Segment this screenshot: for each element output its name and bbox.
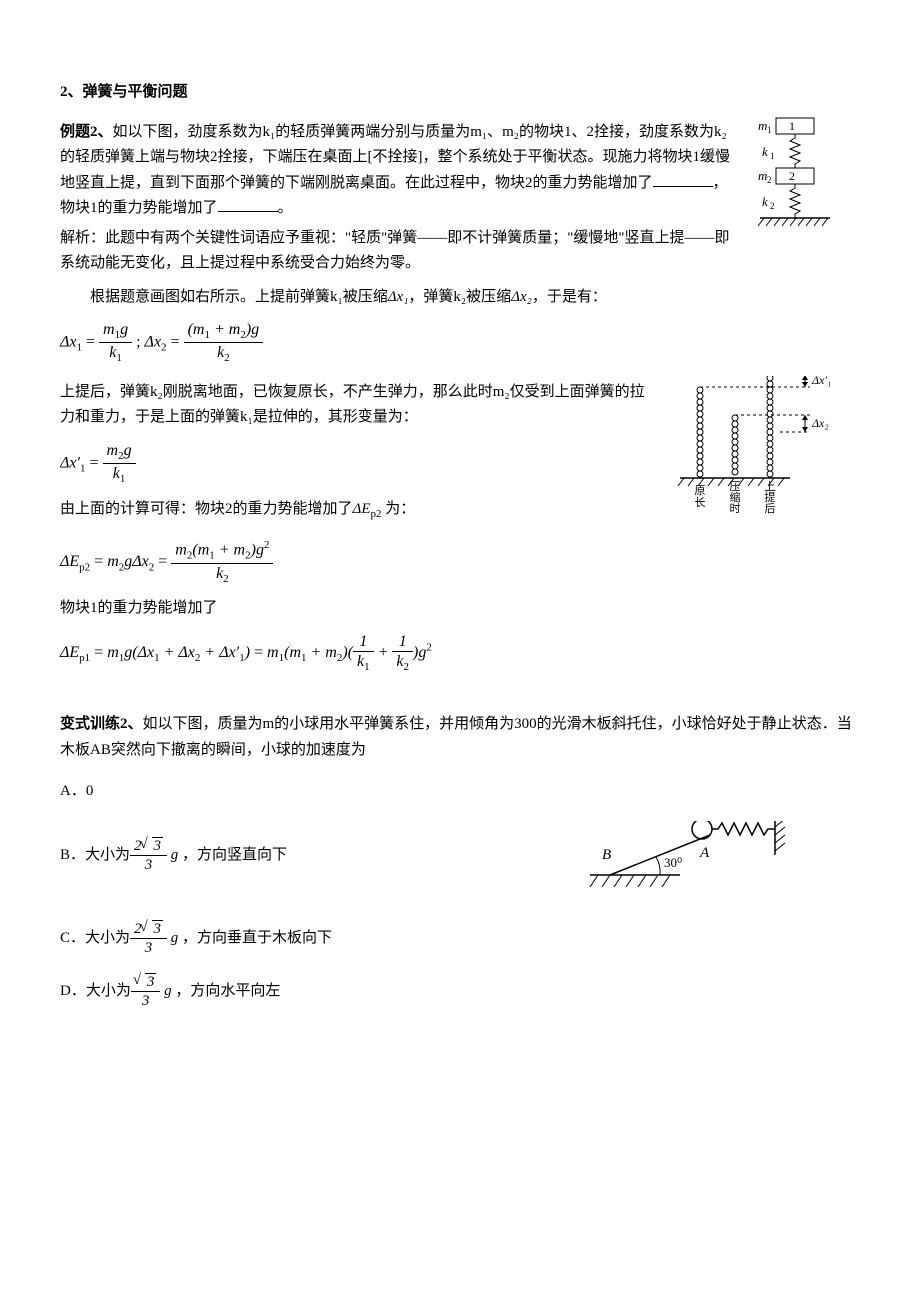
fig3-angle-label: 30⁰ [664, 855, 682, 870]
option-d: D．大小为33 g ，方向水平向左 [60, 973, 860, 1010]
analysis-1-text: 此题中有两个关键性词语应予重视："轻质"弹簧——即不计弹簧质量；"缓慢地"竖直上… [60, 230, 730, 272]
analysis-2-suffix: ，于是有： [532, 289, 607, 305]
analysis-2-dx1: Δx₁ [388, 289, 409, 305]
option-b-suffix: ，方向竖直向下 [178, 847, 287, 863]
example2-intro: 例题2、如以下图，劲度系数为k₁的轻质弹簧两端分别与质量为m₁、m₂的物块1、2… [60, 120, 860, 222]
formula-1: Δx1 = m1gk1 ; Δx2 = (m1 + m2)gk2 [60, 320, 860, 366]
option-c-den: 3 [130, 939, 167, 957]
analysis-2: 根据题意画图如右所示。上提前弹簧k₁被压缩Δx₁，弹簧k₂被压缩Δx₂，于是有： [60, 285, 860, 311]
analysis-2-mid: ，弹簧k₂被压缩 [408, 289, 511, 305]
option-a: A．0 [60, 779, 860, 805]
example2-intro-text: 如以下图，劲度系数为k₁的轻质弹簧两端分别与质量为m₁、m₂的物块1、2拴接，劲… [60, 124, 730, 191]
fig2-label-left-1: 原 [695, 485, 706, 497]
fig3-ball [692, 821, 712, 839]
example2-label: 例题2、 [60, 124, 113, 140]
option-c-suffix: ，方向垂直于木板向下 [178, 930, 332, 946]
option-d-suffix: ，方向水平向左 [172, 983, 281, 999]
fig3-a-label: A [699, 845, 710, 861]
option-b-prefix: B．大小为 [60, 847, 130, 863]
fig3-ground-hatch [590, 875, 670, 887]
blank-1 [653, 171, 713, 187]
analysis-label: 解析： [60, 230, 105, 246]
option-b-den: 3 [130, 856, 167, 874]
body-2-var: ΔEp2 [353, 501, 382, 517]
body-1-block: Δx′₁ Δx₂ 原 长 压 缩 时 上 提 后 [60, 376, 860, 530]
option-d-prefix: D．大小为 [60, 983, 131, 999]
analysis-2-dx2: Δx₂ [511, 289, 532, 305]
body-1: 上提后，弹簧k₂刚脱离地面，已恢复原长，不产生弹力，那么此时m₂仅受到上面弹簧的… [60, 380, 860, 431]
variant2-body: 如以下图，质量为m的小球用水平弹簧系住，并用倾角为300的光滑木板斜托住，小球恰… [60, 716, 852, 758]
fig3-b-label: B [602, 847, 611, 863]
body-2-prefix: 由上面的计算可得：物块2的重力势能增加了 [60, 501, 353, 517]
body-3: 物块1的重力势能增加了 [60, 596, 860, 622]
example2-block: m 1 1 k 1 m 2 2 k 2 [60, 116, 860, 281]
option-c-prefix: C．大小为 [60, 930, 130, 946]
formula-3: ΔEp2 = m2gΔx2 = m2(m1 + m2)g2k2 [60, 539, 860, 586]
analysis-2-prefix: 根据题意画图如右所示。上提前弹簧k₁被压缩 [90, 289, 388, 305]
section-title: 2、弹簧与平衡问题 [60, 80, 860, 106]
option-c: C．大小为233 g ，方向垂直于木板向下 [60, 920, 860, 957]
body-2-suffix: 为： [385, 501, 415, 517]
example2-after2: 。 [278, 200, 293, 216]
variant2-text: 变式训练2、如以下图，质量为m的小球用水平弹簧系住，并用倾角为300的光滑木板斜… [60, 712, 860, 763]
figure-3: 30⁰ B A [580, 821, 800, 905]
fig3-angle-arc [656, 857, 660, 875]
formula-4: ΔEp1 = m1g(Δx1 + Δx2 + Δx′1) = m1(m1 + m… [60, 632, 860, 675]
options-block: A．0 30⁰ [60, 779, 860, 1010]
option-d-den: 3 [131, 992, 161, 1010]
body-2: 由上面的计算可得：物块2的重力势能增加了ΔEp2 为： [60, 497, 860, 524]
blank-2 [218, 196, 278, 212]
variant2-label: 变式训练2、 [60, 716, 143, 732]
fig3-spring [712, 823, 775, 835]
analysis-1: 解析：此题中有两个关键性词语应予重视："轻质"弹簧——即不计弹簧质量；"缓慢地"… [60, 226, 860, 277]
fig3-wall-hatch [775, 821, 785, 851]
